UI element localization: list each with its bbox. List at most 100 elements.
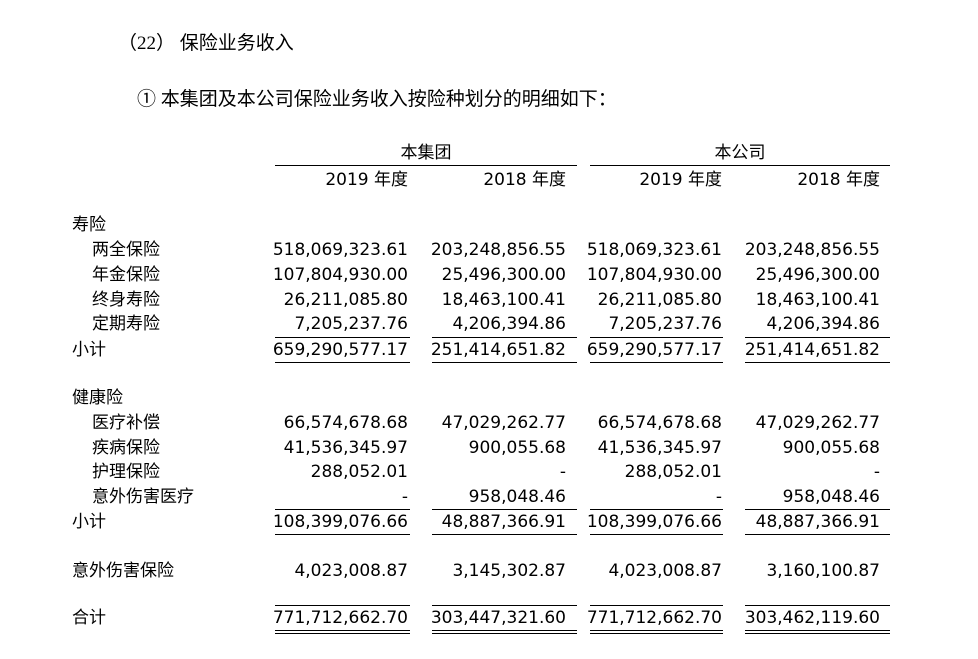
- row-label: 医疗补偿: [92, 413, 160, 433]
- cell: 303,462,119.60: [744, 608, 880, 628]
- cell: 251,414,651.82: [744, 340, 880, 360]
- cell: 7,205,237.76: [608, 314, 722, 334]
- rule: [745, 630, 890, 631]
- row-label: 终身寿险: [92, 290, 160, 310]
- row-label: 两全保险: [92, 240, 160, 260]
- rule: [432, 509, 577, 510]
- cell: 4,023,008.87: [294, 561, 408, 581]
- cell: 251,414,651.82: [430, 340, 566, 360]
- rule: [590, 630, 723, 631]
- rule: [745, 337, 890, 338]
- rule: [432, 534, 577, 535]
- row-label: 合计: [72, 608, 106, 628]
- cell: 771,712,662.70: [272, 608, 408, 628]
- rule: [590, 509, 723, 510]
- rule: [275, 630, 410, 631]
- rule: [275, 633, 410, 634]
- rule: [590, 633, 723, 634]
- cell: 108,399,076.66: [586, 512, 722, 532]
- rule: [590, 605, 723, 606]
- group-header: 本集团: [400, 143, 452, 163]
- row-label: 护理保险: [92, 462, 160, 482]
- rule: [275, 337, 410, 338]
- cell: 7,205,237.76: [294, 314, 408, 334]
- cell: 4,206,394.86: [452, 314, 566, 334]
- column-header: 2019 年度: [639, 170, 722, 190]
- section-label: 寿险: [72, 215, 106, 235]
- section-label: 健康险: [72, 388, 123, 408]
- cell: 288,052.01: [310, 462, 408, 482]
- rule: [745, 633, 890, 634]
- cell: 26,211,085.80: [283, 290, 408, 310]
- rule: [745, 509, 890, 510]
- row-label: 意外伤害医疗: [92, 487, 194, 507]
- row-label: 小计: [72, 340, 106, 360]
- cell: 18,463,100.41: [755, 290, 880, 310]
- cell: 48,887,366.91: [755, 512, 880, 532]
- cell: 25,496,300.00: [441, 265, 566, 285]
- cell: 41,536,345.97: [283, 438, 408, 458]
- rule: [275, 165, 577, 166]
- cell: 900,055.68: [468, 438, 566, 458]
- rule: [275, 362, 410, 363]
- cell: 4,206,394.86: [766, 314, 880, 334]
- rule: [745, 605, 890, 606]
- section-title: （22） 保险业务收入: [118, 33, 294, 54]
- cell: 659,290,577.17: [272, 340, 408, 360]
- cell: 26,211,085.80: [597, 290, 722, 310]
- rule: [432, 362, 577, 363]
- rule: [275, 534, 410, 535]
- cell: 303,447,321.60: [430, 608, 566, 628]
- cell: 41,536,345.97: [597, 438, 722, 458]
- cell: 48,887,366.91: [441, 512, 566, 532]
- row-label: 年金保险: [92, 265, 160, 285]
- rule: [590, 337, 723, 338]
- rule: [275, 605, 410, 606]
- subtitle: ① 本集团及本公司保险业务收入按险种划分的明细如下：: [137, 89, 617, 110]
- cell: 18,463,100.41: [441, 290, 566, 310]
- cell: 203,248,856.55: [744, 240, 880, 260]
- cell: 659,290,577.17: [586, 340, 722, 360]
- cell: -: [715, 487, 722, 507]
- cell: 900,055.68: [782, 438, 880, 458]
- rule: [590, 534, 723, 535]
- cell: 518,069,323.61: [272, 240, 408, 260]
- cell: 107,804,930.00: [586, 265, 722, 285]
- cell: -: [559, 462, 566, 482]
- column-header: 2018 年度: [797, 170, 880, 190]
- cell: 958,048.46: [782, 487, 880, 507]
- cell: -: [401, 487, 408, 507]
- cell: 203,248,856.55: [430, 240, 566, 260]
- cell: 771,712,662.70: [586, 608, 722, 628]
- rule: [275, 509, 410, 510]
- rule: [590, 165, 890, 166]
- cell: -: [873, 462, 880, 482]
- rule: [432, 605, 577, 606]
- cell: 108,399,076.66: [272, 512, 408, 532]
- cell: 66,574,678.68: [597, 413, 722, 433]
- row-label: 意外伤害保险: [72, 561, 174, 581]
- group-header: 本公司: [714, 143, 766, 163]
- row-label: 小计: [72, 512, 106, 532]
- cell: 47,029,262.77: [755, 413, 880, 433]
- cell: 47,029,262.77: [441, 413, 566, 433]
- column-header: 2019 年度: [325, 170, 408, 190]
- rule: [590, 362, 723, 363]
- cell: 958,048.46: [468, 487, 566, 507]
- row-label: 定期寿险: [92, 314, 160, 334]
- rule: [745, 362, 890, 363]
- cell: 3,160,100.87: [766, 561, 880, 581]
- rule: [432, 337, 577, 338]
- rule: [745, 534, 890, 535]
- cell: 25,496,300.00: [755, 265, 880, 285]
- cell: 66,574,678.68: [283, 413, 408, 433]
- cell: 107,804,930.00: [272, 265, 408, 285]
- cell: 518,069,323.61: [586, 240, 722, 260]
- cell: 288,052.01: [624, 462, 722, 482]
- rule: [432, 633, 577, 634]
- rule: [432, 630, 577, 631]
- row-label: 疾病保险: [92, 438, 160, 458]
- cell: 4,023,008.87: [608, 561, 722, 581]
- cell: 3,145,302.87: [452, 561, 566, 581]
